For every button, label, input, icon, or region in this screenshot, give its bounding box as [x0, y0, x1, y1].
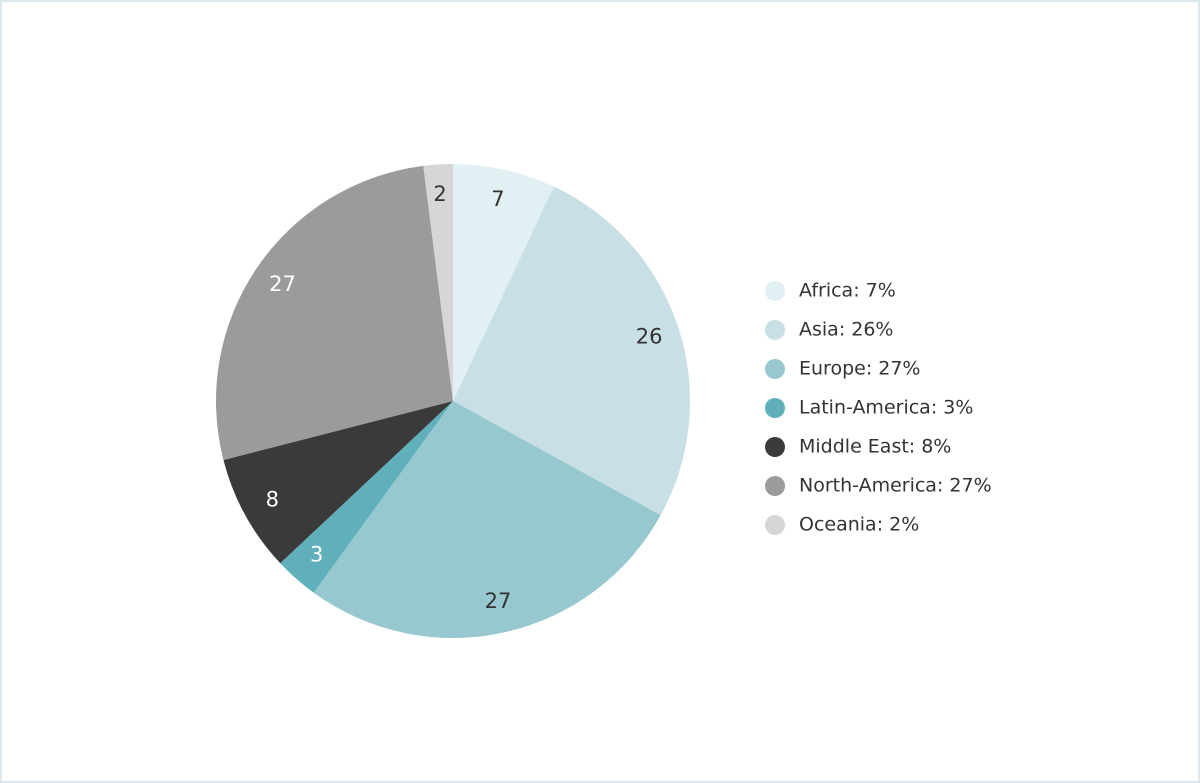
pie-slice: [453, 186, 690, 516]
legend-label: Middle East: 8%: [799, 436, 951, 458]
legend-label: Latin-America: 3%: [799, 397, 973, 419]
slice-label: 27: [485, 589, 512, 613]
legend-marker: [765, 320, 785, 340]
pie-slice: [453, 164, 554, 401]
slice-label: 7: [491, 187, 504, 211]
pie-slice: [423, 164, 453, 401]
legend-marker: [765, 281, 785, 301]
pie-slice: [313, 401, 661, 638]
slice-label: 26: [636, 324, 663, 348]
legend-label: North-America: 27%: [799, 475, 992, 497]
pie-slice: [223, 401, 453, 564]
slice-label: 2: [433, 182, 446, 206]
pie-slice: [280, 401, 453, 593]
legend-marker: [765, 359, 785, 379]
slice-label: 8: [266, 487, 279, 511]
legend-label: Africa: 7%: [799, 280, 896, 302]
legend-label: Oceania: 2%: [799, 514, 919, 536]
slice-label: 27: [269, 272, 296, 296]
legend-marker: [765, 515, 785, 535]
pie-slice: [215, 165, 453, 460]
legend-marker: [765, 476, 785, 496]
legend-label: Europe: 27%: [799, 358, 921, 380]
legend-marker: [765, 398, 785, 418]
slice-label: 3: [310, 543, 323, 567]
legend-marker: [765, 437, 785, 457]
legend-label: Asia: 26%: [799, 319, 894, 341]
